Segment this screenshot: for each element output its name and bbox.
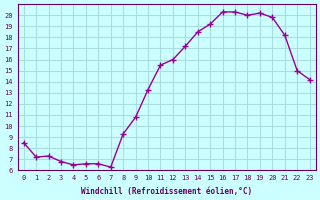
X-axis label: Windchill (Refroidissement éolien,°C): Windchill (Refroidissement éolien,°C) bbox=[81, 187, 252, 196]
